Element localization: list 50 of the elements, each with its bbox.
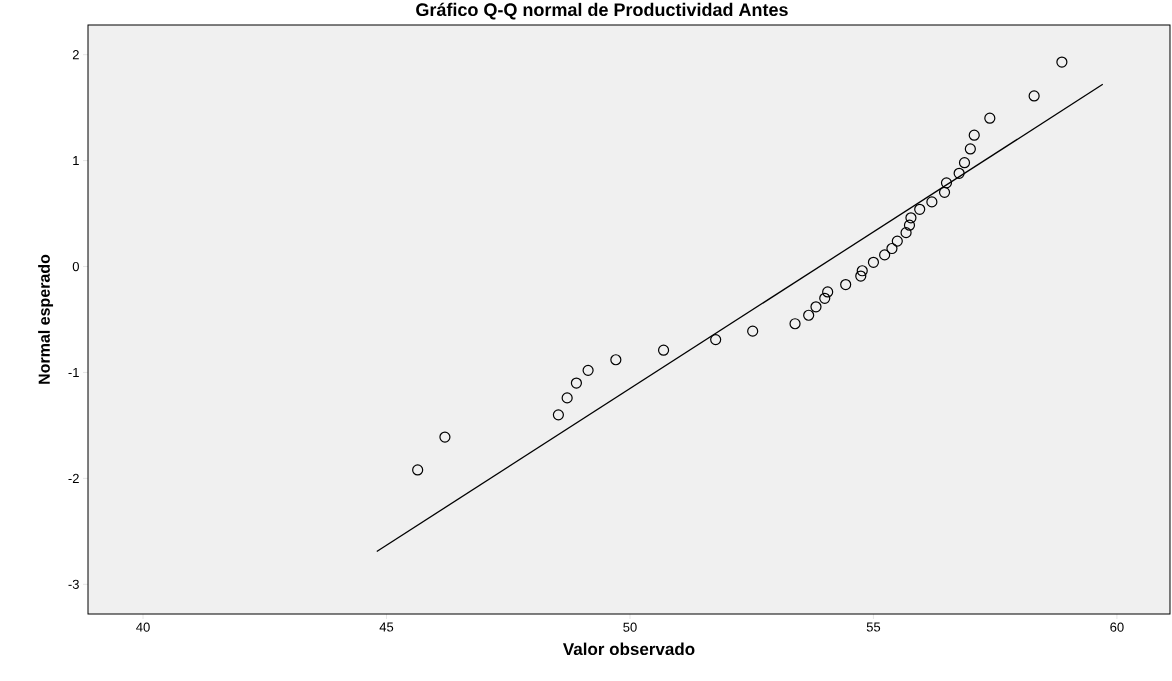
point (1056, 56, 1068, 68)
point (856, 265, 868, 277)
point (903, 219, 916, 231)
point (867, 256, 880, 268)
point (879, 249, 891, 261)
point (891, 235, 903, 247)
point (710, 334, 722, 346)
point (439, 431, 451, 443)
point (958, 157, 971, 169)
x-tick-label: 40 (136, 622, 150, 632)
point (984, 112, 996, 124)
point (610, 354, 622, 366)
point (552, 409, 564, 421)
point (953, 167, 965, 179)
point (926, 196, 938, 208)
point (840, 278, 852, 291)
point (855, 270, 867, 282)
point (803, 309, 815, 321)
point (570, 377, 583, 389)
point (819, 292, 831, 304)
point (940, 177, 953, 189)
point (914, 203, 926, 215)
point (1028, 90, 1040, 102)
point (412, 464, 424, 476)
y-axis-title: Normal esperado (38, 254, 54, 384)
y-tick-label: -1 (68, 368, 79, 377)
point (905, 212, 917, 224)
point (810, 301, 822, 313)
y-tick-label: -2 (68, 473, 79, 483)
x-tick-label: 45 (379, 622, 394, 632)
point (886, 242, 898, 255)
point (938, 186, 951, 198)
point (964, 143, 976, 155)
y-tick-label: 0 (72, 261, 79, 272)
x-axis-title: Valor observado (562, 642, 695, 656)
point (657, 344, 670, 356)
x-tick-label: 50 (623, 622, 637, 632)
point (968, 129, 980, 141)
chart-title: Gráfico Q-Q normal de Productividad Antes (416, 2, 788, 20)
point (561, 392, 573, 404)
point (582, 364, 594, 376)
point (789, 318, 801, 330)
y-tick-label: -3 (68, 579, 79, 589)
x-tick-label: 55 (866, 622, 881, 632)
point (747, 325, 759, 337)
point (822, 286, 834, 298)
y-tick-label: 1 (73, 156, 79, 166)
x-tick-label: 60 (1110, 622, 1124, 632)
point (900, 227, 912, 239)
y-tick-label: 2 (72, 50, 79, 60)
